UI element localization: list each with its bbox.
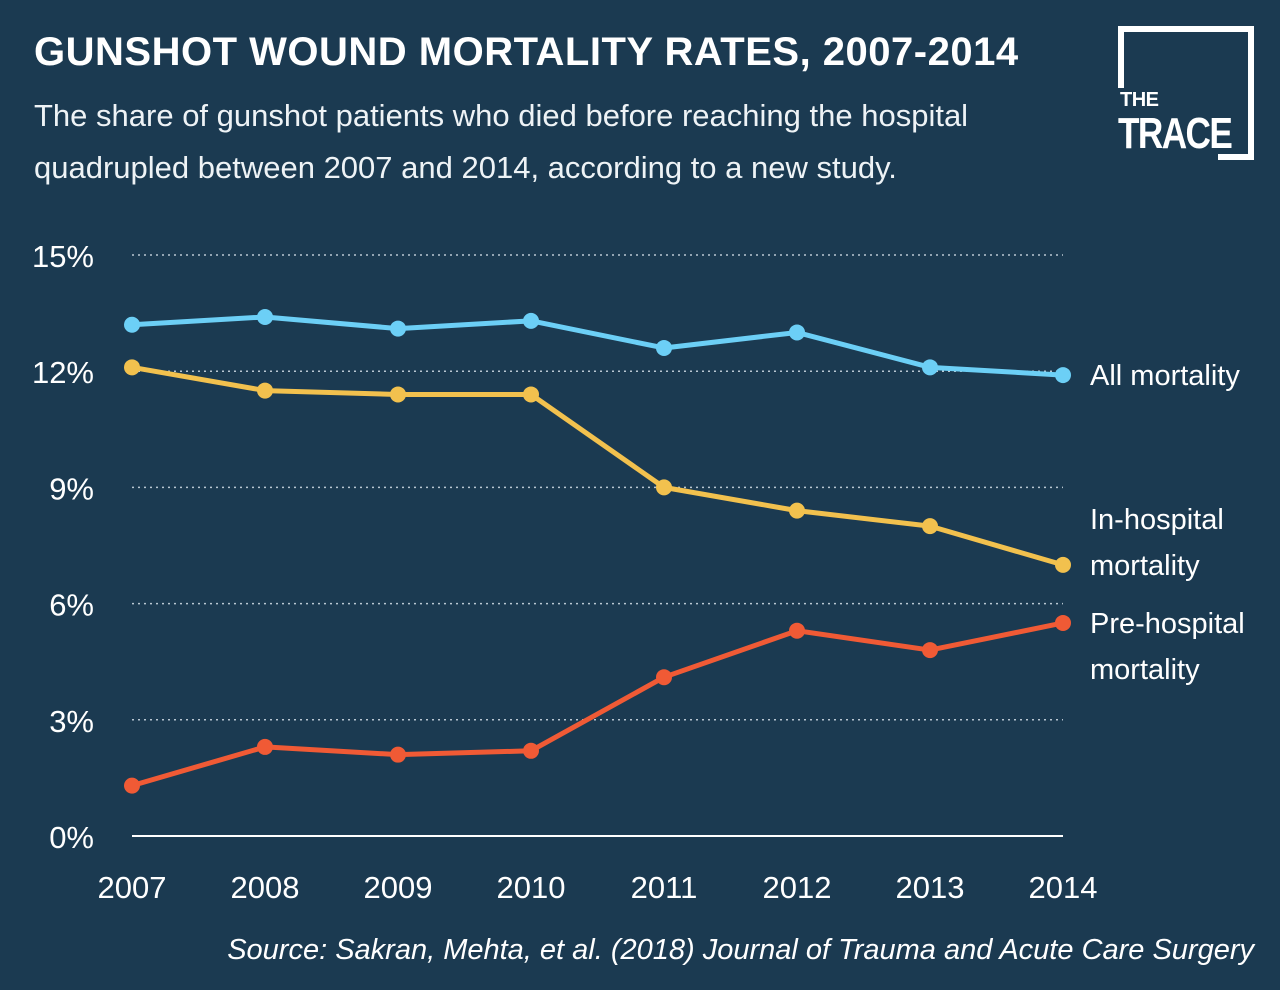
logo-frame-bottom	[1218, 154, 1254, 160]
series-label-in-hospital-mortality: In-hospital	[1090, 504, 1224, 536]
data-point-pre-hospital-mortality	[390, 746, 406, 763]
series-label-all-mortality: All mortality	[1090, 360, 1240, 392]
series-line-all-mortality	[129, 314, 1066, 378]
data-point-pre-hospital-mortality	[789, 622, 805, 639]
data-point-all-mortality	[257, 308, 273, 325]
data-point-pre-hospital-mortality	[523, 742, 539, 759]
data-point-all-mortality	[124, 316, 140, 333]
y-tick-label: 0%	[49, 820, 94, 855]
x-tick-label: 2012	[763, 870, 832, 905]
x-tick-label: 2009	[364, 870, 433, 905]
x-tick-label: 2007	[98, 870, 167, 905]
chart-subtitle: The share of gunshot patients who died b…	[34, 98, 969, 185]
data-point-all-mortality	[390, 320, 406, 337]
data-point-pre-hospital-mortality	[124, 777, 140, 794]
y-tick-label: 3%	[49, 704, 94, 739]
data-point-in-hospital-mortality	[124, 359, 140, 376]
series-label-in-hospital-mortality: mortality	[1090, 550, 1200, 582]
x-tick-label: 2013	[896, 870, 965, 905]
series-lines	[124, 308, 1071, 794]
data-point-in-hospital-mortality	[257, 382, 273, 399]
data-point-in-hospital-mortality	[1055, 556, 1071, 573]
source-note: Source: Sakran, Mehta, et al. (2018) Jou…	[227, 934, 1254, 966]
data-point-pre-hospital-mortality	[1055, 614, 1071, 631]
the-trace-logo: THE TRACE	[1118, 26, 1254, 160]
logo-frame-top	[1118, 26, 1254, 32]
data-point-all-mortality	[656, 339, 672, 356]
series-line-pre-hospital-mortality	[129, 620, 1066, 789]
y-tick-label: 12%	[32, 355, 94, 390]
y-axis-ticks: 0% 3% 6% 9% 12% 15%	[32, 239, 94, 855]
data-point-in-hospital-mortality	[523, 386, 539, 403]
data-point-pre-hospital-mortality	[257, 738, 273, 755]
data-point-all-mortality	[523, 312, 539, 329]
y-tick-label: 15%	[32, 239, 94, 274]
y-tick-label: 9%	[49, 471, 94, 506]
x-tick-label: 2010	[497, 870, 566, 905]
chart-title: GUNSHOT WOUND MORTALITY RATES, 2007-2014	[34, 30, 1019, 74]
data-point-all-mortality	[789, 324, 805, 341]
logo-text-the: THE	[1120, 89, 1159, 111]
data-point-in-hospital-mortality	[789, 502, 805, 519]
data-point-pre-hospital-mortality	[656, 669, 672, 686]
data-point-all-mortality	[1055, 367, 1071, 384]
y-tick-label: 6%	[49, 588, 94, 623]
data-point-pre-hospital-mortality	[922, 642, 938, 659]
series-label-pre-hospital-mortality: Pre-hospital	[1090, 608, 1245, 640]
x-tick-label: 2008	[231, 870, 300, 905]
x-tick-label: 2011	[631, 870, 698, 905]
grid-lines	[132, 254, 1063, 837]
logo-frame-right	[1248, 26, 1254, 160]
logo-text-trace: TRACE	[1118, 109, 1233, 158]
data-point-in-hospital-mortality	[390, 386, 406, 403]
data-point-in-hospital-mortality	[922, 518, 938, 535]
logo-frame-left	[1118, 26, 1124, 88]
series-labels: All mortality In-hospital mortality Pre-hos…	[1090, 360, 1245, 686]
data-point-all-mortality	[922, 359, 938, 376]
series-label-pre-hospital-mortality: mortality	[1090, 654, 1200, 686]
x-axis-ticks: 2007 2008 2009 2010 2011 2012 2013 2014	[98, 870, 1098, 905]
x-tick-label: 2014	[1029, 870, 1098, 905]
data-point-in-hospital-mortality	[656, 479, 672, 496]
series-line-in-hospital-mortality	[129, 364, 1066, 568]
